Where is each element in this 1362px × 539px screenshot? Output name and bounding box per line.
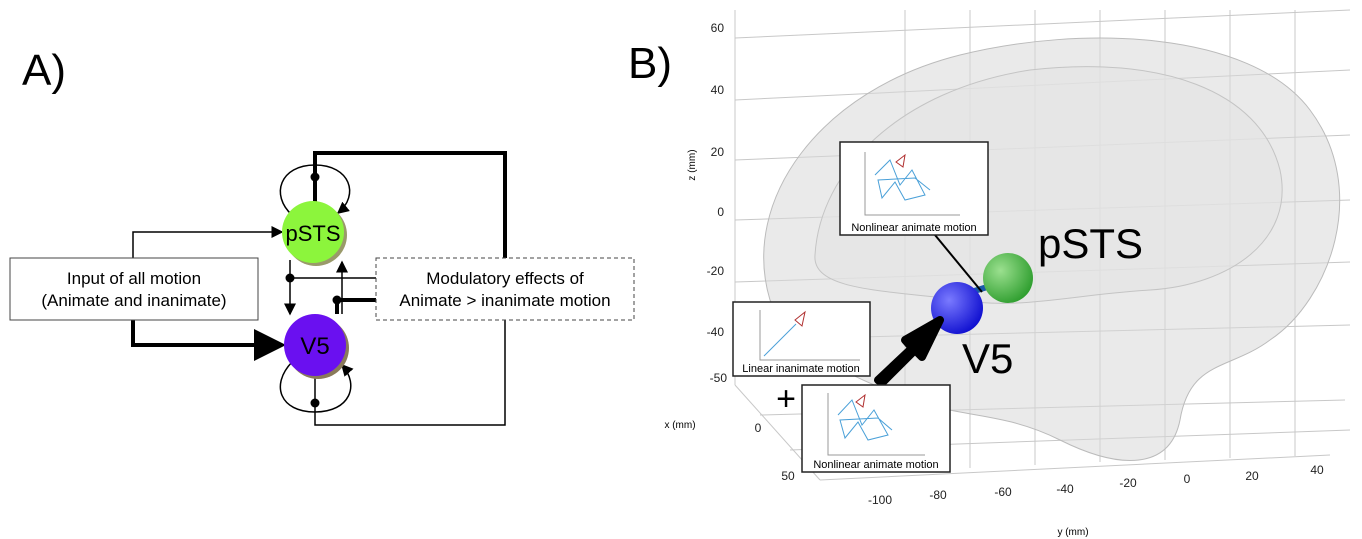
junctions xyxy=(285,172,342,408)
tick-label: -20 xyxy=(707,264,725,278)
panel-label: B) xyxy=(628,39,672,88)
tick-label: -80 xyxy=(929,488,947,502)
box-text: (Animate and inanimate) xyxy=(41,291,226,310)
inset: Linear inanimate motion xyxy=(732,301,871,377)
tick-label: -40 xyxy=(1056,482,1074,496)
tick-label: 0 xyxy=(717,205,724,219)
region-V5 xyxy=(931,282,983,334)
tick-label: -20 xyxy=(1119,476,1137,490)
tick-label: 0 xyxy=(755,421,762,435)
panel-label: A) xyxy=(22,46,66,95)
region-label: V5 xyxy=(962,335,1013,382)
box-text: Input of all motion xyxy=(67,269,201,288)
inset: Nonlinear animate motion xyxy=(839,141,989,236)
tick-label: 60 xyxy=(711,21,725,35)
box-text: Modulatory effects of xyxy=(426,269,584,288)
tick-label: -40 xyxy=(707,325,725,339)
tick-label: 20 xyxy=(1245,469,1259,483)
axis-label: y (mm) xyxy=(1057,527,1088,538)
region-label: pSTS xyxy=(1038,220,1143,267)
tick-label: 0 xyxy=(1184,472,1191,486)
input-box xyxy=(9,257,259,321)
panel-a: A) pSTS V5 Input of all motion (Animate … xyxy=(9,46,635,426)
node-pSTS xyxy=(282,201,344,263)
pointer xyxy=(934,234,983,293)
region-pSTS xyxy=(983,253,1033,303)
modulatory-box xyxy=(375,257,635,321)
axis-label: x (mm) xyxy=(664,420,695,431)
tick-label: -60 xyxy=(994,485,1012,499)
box-text: Animate > inanimate motion xyxy=(399,291,610,310)
panel-b: B) pSTS V5 Nonlinear animate m xyxy=(628,9,1351,538)
axis-label: z (mm) xyxy=(687,149,698,180)
tick-label: 50 xyxy=(781,469,795,483)
tick-label: 40 xyxy=(1310,463,1324,477)
input-arrow xyxy=(874,316,944,387)
inset: Nonlinear animate motion xyxy=(801,384,951,473)
plus-sign: + xyxy=(776,380,796,418)
tick-label: -50 xyxy=(710,371,728,385)
inset-caption: Linear inanimate motion xyxy=(742,363,859,375)
node-V5 xyxy=(284,314,346,376)
tick-label: 40 xyxy=(711,83,725,97)
inset-caption: Nonlinear animate motion xyxy=(813,459,938,471)
node-label: pSTS xyxy=(285,221,340,246)
inset-caption: Nonlinear animate motion xyxy=(851,222,976,234)
tick-label: -100 xyxy=(868,493,892,507)
node-label: V5 xyxy=(300,333,329,360)
tick-label: 20 xyxy=(711,145,725,159)
